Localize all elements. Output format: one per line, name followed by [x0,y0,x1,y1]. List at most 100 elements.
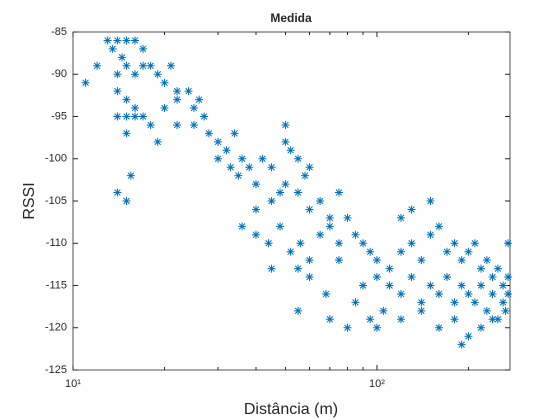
point [426,281,435,290]
y-tick-label: -85 [51,26,67,38]
point [442,273,451,282]
y-axis-label: RSSI [21,182,38,219]
point [407,273,416,282]
point [464,289,473,298]
point [139,61,148,70]
point [131,36,140,45]
point [214,137,223,146]
point [305,205,314,214]
point [499,281,508,290]
point [139,44,148,53]
point [457,340,466,349]
point [501,306,510,315]
point [238,222,247,231]
point [397,289,406,298]
point [153,137,162,146]
point [366,315,375,324]
point [372,323,381,332]
point [366,247,375,256]
point [442,247,451,256]
point [113,36,122,45]
point [343,323,352,332]
point [189,104,198,113]
point [407,239,416,248]
point [464,332,473,341]
point [146,120,155,129]
point [294,154,303,163]
point [397,315,406,324]
point [160,78,169,87]
point [166,61,175,70]
point [113,188,122,197]
point [251,230,260,239]
point [407,205,416,214]
point [113,87,122,96]
point [139,112,148,121]
point [146,61,155,70]
point [325,222,334,231]
point [379,306,388,315]
point [230,129,239,138]
point [372,256,381,265]
point [334,188,343,197]
point [493,264,502,273]
point [504,239,513,248]
y-tick-label: -115 [46,279,67,291]
point [267,264,276,273]
y-tick-label: -120 [45,322,67,334]
point [397,247,406,256]
point [477,323,486,332]
point [81,78,90,87]
point [200,112,209,121]
point [122,129,131,138]
point [359,281,368,290]
point [359,239,368,248]
point [482,306,491,315]
point [276,222,285,231]
point [470,239,479,248]
point [488,315,497,324]
point [477,281,486,290]
point [426,197,435,205]
y-tick-label: -90 [51,68,67,80]
point [222,146,231,155]
point [267,163,276,172]
chart-title: Medida [270,11,312,25]
point [305,256,314,265]
point [351,298,360,307]
point [372,273,381,282]
point [301,171,310,180]
point [226,163,235,172]
point [316,197,325,205]
point [276,188,285,197]
point [281,120,290,129]
point [189,120,198,129]
point [450,298,459,307]
point [322,289,331,298]
y-tick-label: -95 [51,110,67,122]
point [434,222,443,231]
point [305,273,314,282]
point [122,112,131,121]
y-tick-label: -105 [45,195,67,207]
point [426,230,435,239]
point [131,104,140,113]
point [499,298,508,307]
point [457,281,466,290]
point [251,205,260,214]
point [464,247,473,256]
point [131,112,140,121]
point [122,61,131,70]
point [488,273,497,282]
point [343,213,352,222]
point [504,289,513,298]
point [173,120,182,129]
point [493,315,502,324]
point [334,256,343,265]
point [450,239,459,248]
y-tick-label: -100 [45,153,67,165]
point [214,154,223,163]
point [397,213,406,222]
point [294,306,303,315]
